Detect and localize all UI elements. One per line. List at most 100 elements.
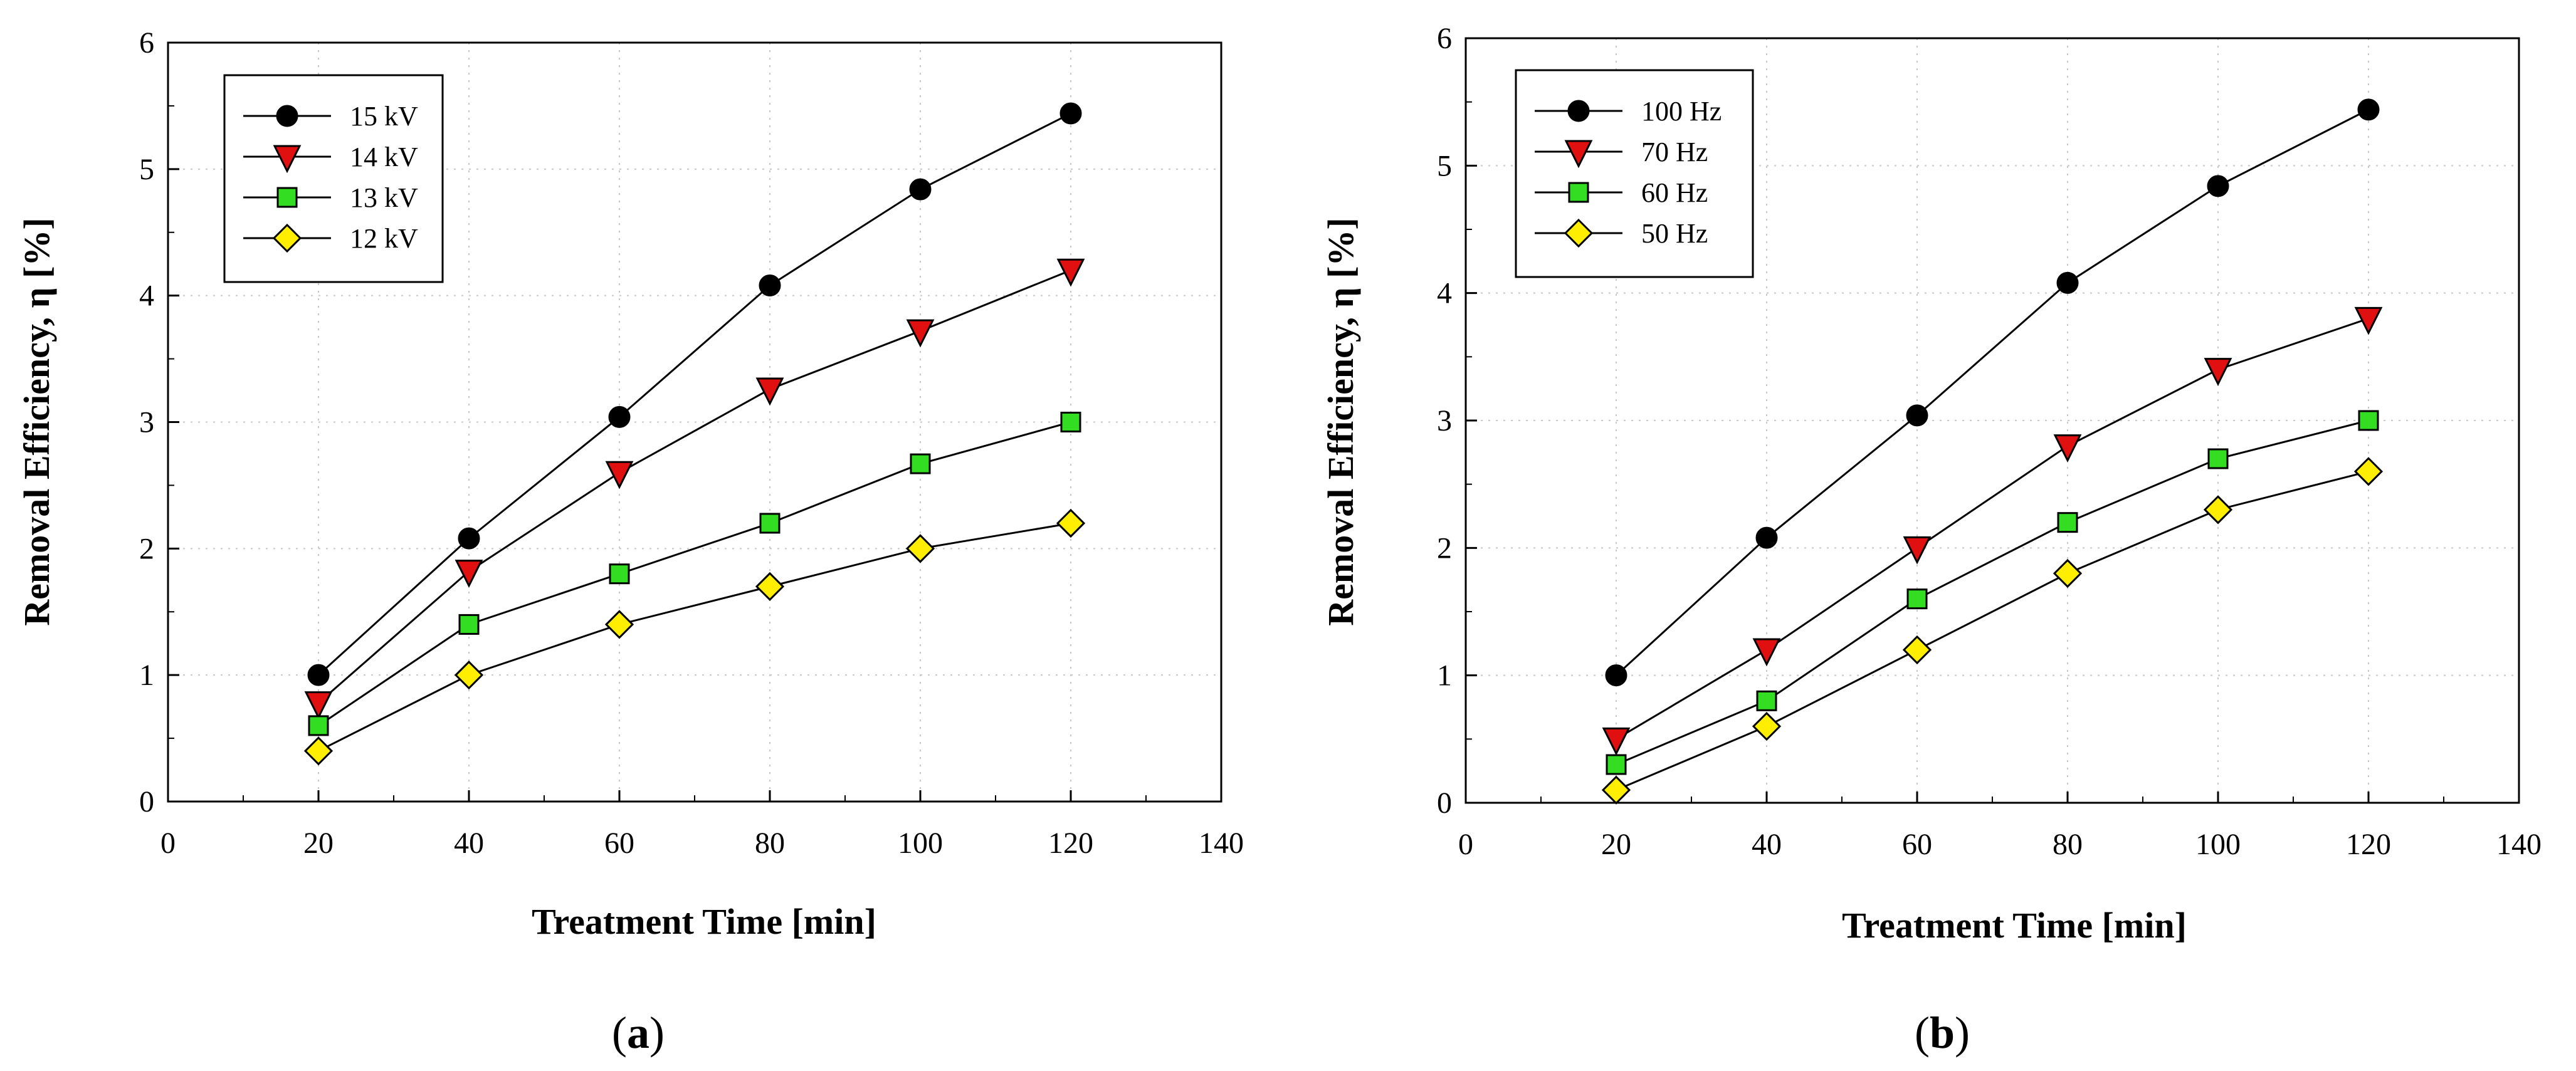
y-tick-label: 3	[139, 406, 154, 439]
data-point	[759, 274, 781, 297]
series-12-kv	[303, 508, 1086, 766]
legend-marker	[1568, 182, 1589, 203]
x-tick-label: 20	[1601, 828, 1631, 861]
panel-label-close-paren: )	[1955, 1008, 1970, 1058]
y-tick-label: 1	[139, 659, 154, 692]
panel-label-close-paren: )	[649, 1008, 665, 1058]
data-point	[1902, 635, 1932, 665]
x-tick-label: 120	[2346, 828, 2391, 861]
series-line	[1615, 108, 2369, 676]
x-tick-label: 60	[604, 827, 634, 860]
y-tick-label: 6	[139, 26, 154, 60]
data-point	[2204, 358, 2232, 387]
y-tick-label: 5	[1437, 149, 1452, 182]
data-point	[909, 178, 932, 201]
y-tick-label: 1	[1437, 659, 1452, 692]
x-tick-label: 0	[160, 827, 176, 860]
legend-box	[1515, 69, 1754, 278]
series-13-kv	[308, 412, 1081, 736]
data-point	[609, 563, 630, 585]
data-point	[2357, 98, 2380, 121]
data-point	[905, 534, 935, 563]
data-point	[1060, 412, 1081, 432]
data-point	[755, 377, 784, 406]
x-axis-title: Treatment Time [min]	[532, 901, 876, 942]
x-axis-title: Treatment Time [min]	[1842, 905, 2187, 946]
x-tick-label: 0	[1458, 828, 1473, 861]
data-point	[2358, 410, 2379, 431]
panel-label-open-paren: (	[612, 1008, 627, 1058]
chart-panel-b: 0 20 40 60 80 100 120 140 0 1 2 3 4 5 6 Treatment Time …	[1320, 22, 2542, 1058]
data-point	[604, 610, 634, 639]
data-point	[1752, 638, 1781, 667]
series-line	[318, 522, 1071, 752]
series-line	[1616, 419, 2369, 766]
x-tick-label: 40	[454, 827, 484, 860]
data-point	[910, 453, 931, 474]
legend-label: 50 Hz	[1641, 218, 1708, 249]
y-axis-title: Removal Efficiency, η [%]	[1320, 217, 1361, 625]
y-tick-label: 6	[1437, 22, 1452, 55]
data-point	[2207, 175, 2229, 197]
data-point	[608, 405, 631, 428]
data-point	[2056, 271, 2079, 294]
y-tick-label: 3	[1437, 404, 1452, 437]
legend-label: 60 Hz	[1641, 177, 1708, 208]
data-point	[2207, 448, 2229, 469]
data-point	[455, 560, 483, 588]
series-line	[318, 269, 1071, 704]
x-tick-label: 60	[1902, 828, 1932, 861]
panel-label: (b)	[1915, 1008, 1970, 1058]
data-point	[2053, 558, 2083, 588]
data-point	[1752, 711, 1782, 741]
legend-marker	[272, 223, 302, 253]
y-tick-label: 4	[139, 280, 154, 313]
y-tick-label: 4	[1437, 277, 1452, 310]
panel-label-open-paren: (	[1915, 1008, 1930, 1058]
y-tick-label: 0	[139, 785, 154, 818]
x-tick-label: 120	[1048, 827, 1093, 860]
data-point	[605, 461, 634, 489]
data-point	[1059, 102, 1082, 125]
data-point	[1605, 664, 1627, 687]
y-tick-label: 2	[139, 532, 154, 565]
x-tick-label: 140	[2496, 828, 2542, 861]
x-tick-label: 100	[898, 827, 943, 860]
series-line	[318, 421, 1071, 727]
y-tick-label: 0	[1437, 786, 1452, 820]
data-point	[759, 513, 781, 534]
legend-label: 13 kV	[350, 182, 418, 213]
series-line	[317, 112, 1071, 676]
series-50-hz	[1601, 457, 2384, 805]
data-point	[2203, 495, 2233, 525]
legend-marker	[276, 187, 298, 208]
y-tick-label: 5	[139, 153, 154, 186]
panel-label: (a)	[612, 1008, 665, 1058]
data-point	[1903, 536, 1932, 565]
data-point	[308, 715, 329, 736]
x-tick-label: 140	[1199, 827, 1244, 860]
data-point	[458, 527, 480, 550]
data-point	[1756, 690, 1777, 711]
legend-marker	[1564, 218, 1594, 248]
data-point	[2353, 457, 2384, 486]
data-point	[2354, 306, 2383, 335]
legend-box	[223, 74, 444, 283]
data-point	[307, 664, 330, 686]
series-15-kv	[307, 102, 1082, 686]
legend: 15 kV 14 kV 13 kV 12 kV	[223, 74, 444, 283]
series-line	[1616, 470, 2369, 791]
y-tick-label: 2	[1437, 531, 1452, 565]
legend-label: 15 kV	[350, 101, 418, 132]
x-tick-label: 80	[755, 827, 785, 860]
data-point	[454, 661, 484, 690]
data-point	[2057, 512, 2078, 533]
data-point	[458, 614, 480, 635]
legend-marker	[1564, 140, 1593, 169]
series-60-hz	[1606, 410, 2379, 775]
series-100-hz	[1605, 98, 2380, 687]
legend: 100 Hz 70 Hz 60 Hz 50 Hz	[1515, 69, 1754, 278]
x-tick-label: 100	[2195, 828, 2241, 861]
data-point	[755, 572, 785, 602]
